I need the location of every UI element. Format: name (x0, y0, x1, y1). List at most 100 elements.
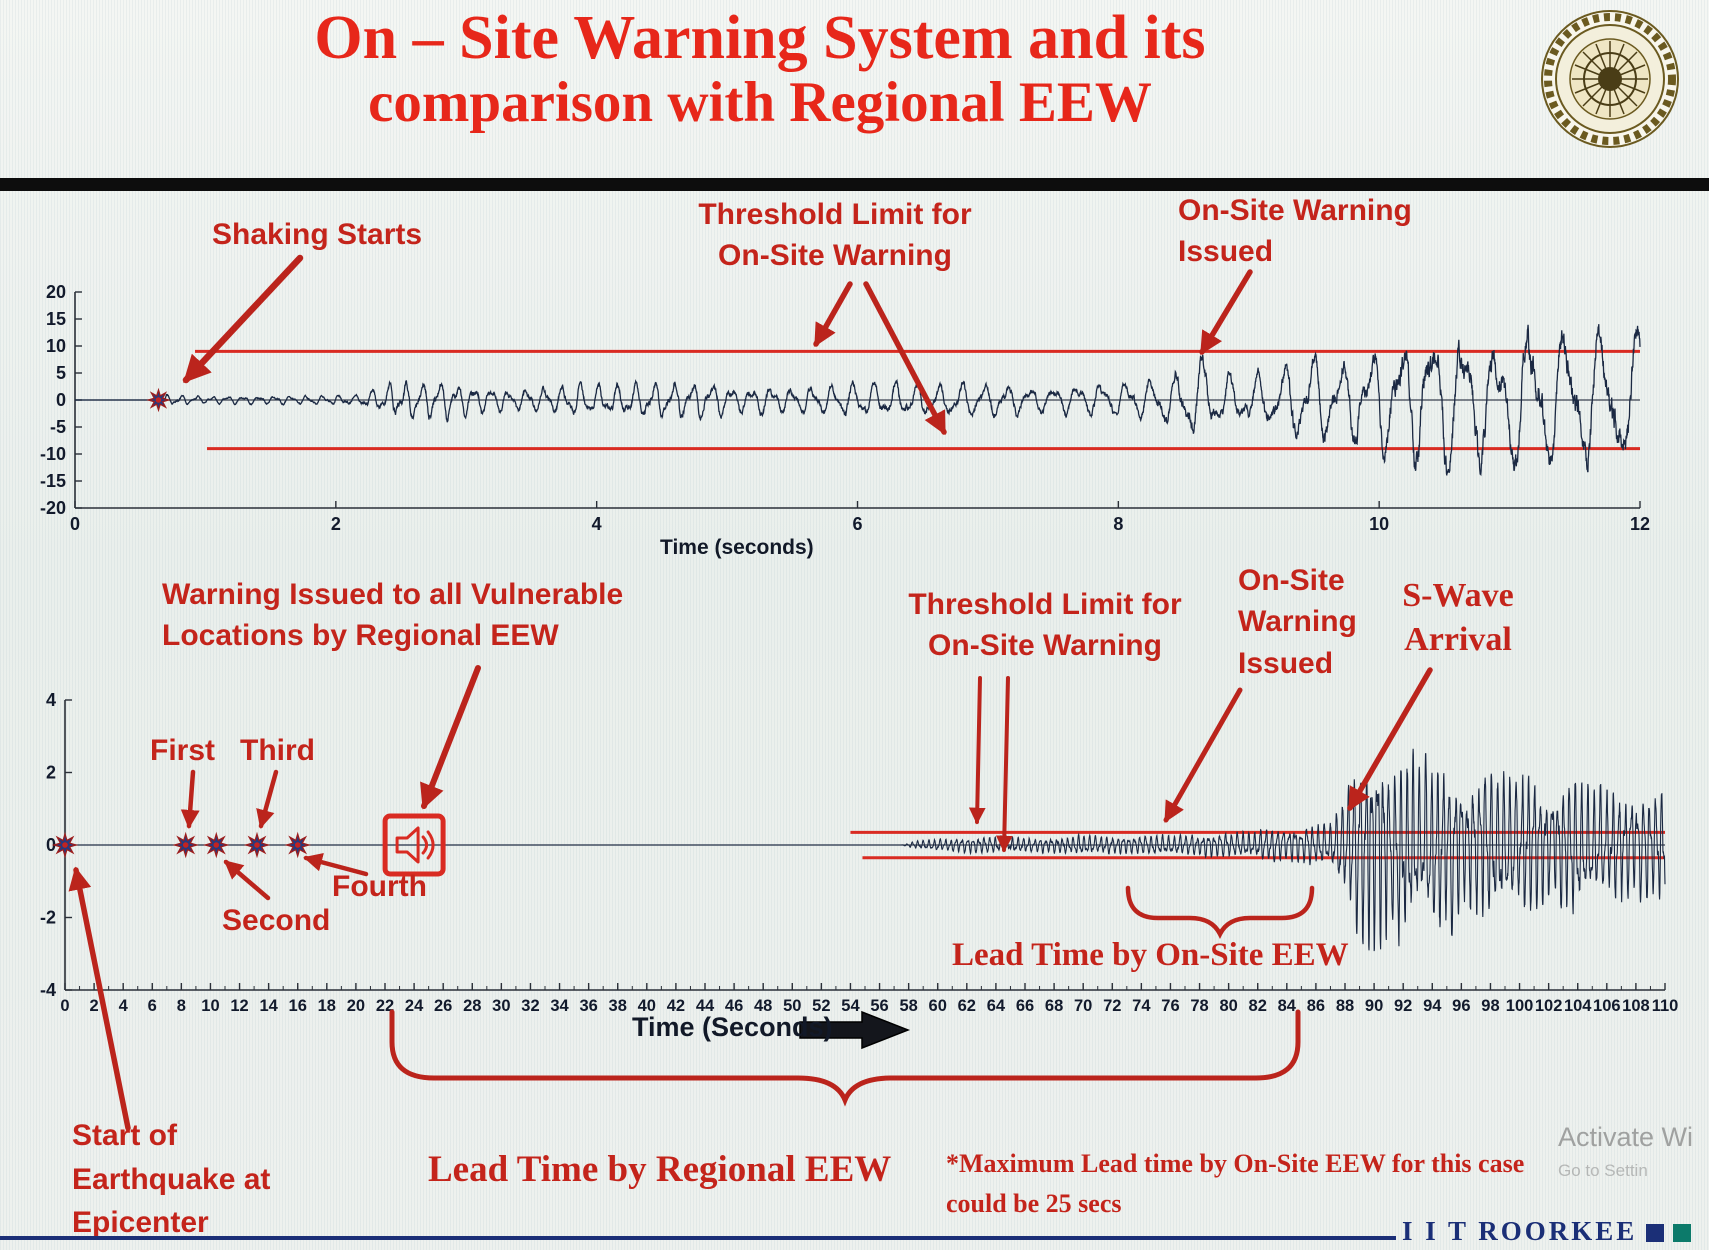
shaking-starts-label: Shaking Starts (212, 218, 423, 251)
earthquake-star-marker (172, 831, 199, 859)
svg-text:94: 94 (1423, 997, 1442, 1015)
svg-text:24: 24 (405, 997, 424, 1015)
threshold-lower-arrow-top (863, 281, 947, 436)
svg-text:70: 70 (1074, 997, 1092, 1015)
fourth-label: Fourth (332, 870, 427, 903)
footer-blue-rule (0, 1236, 1396, 1240)
earthquake-star-marker (284, 831, 311, 859)
svg-text:68: 68 (1045, 997, 1063, 1015)
svg-text:-10: -10 (40, 444, 66, 464)
swave-arrival-arrow (1347, 667, 1433, 811)
svg-text:-4: -4 (40, 980, 56, 1000)
onsite-warning-issued-label-top: On-Site Warning Issued (1178, 190, 1412, 273)
svg-text:78: 78 (1190, 997, 1208, 1015)
onsite-issued-top-line1: On-Site Warning (1178, 194, 1412, 227)
threshold-limit-label-top: Threshold Limit for On-Site Warning (690, 194, 980, 277)
svg-text:92: 92 (1394, 997, 1412, 1015)
regional-warning-line1: Warning Issued to all Vulnerable (162, 578, 624, 611)
svg-text:110: 110 (1652, 997, 1679, 1015)
svg-text:26: 26 (434, 997, 452, 1015)
svg-text:22: 22 (376, 997, 394, 1015)
svg-text:98: 98 (1481, 997, 1499, 1015)
svg-text:-2: -2 (40, 908, 56, 928)
svg-text:2: 2 (89, 997, 98, 1015)
epicenter-arrow (68, 866, 131, 1131)
threshold-upper-arrow-bottom (968, 676, 986, 825)
second-marker-arrow (223, 859, 271, 901)
epicenter-line1: Start of (72, 1119, 177, 1152)
svg-text:4: 4 (592, 514, 602, 534)
svg-text:8: 8 (177, 997, 186, 1015)
onsite-issued-bottom-line1: On-Site (1238, 564, 1345, 597)
svg-text:14: 14 (259, 997, 278, 1015)
svg-text:18: 18 (318, 997, 336, 1015)
svg-text:5: 5 (56, 363, 66, 383)
svg-text:2: 2 (331, 514, 341, 534)
first-label: First (150, 734, 216, 767)
regional-warning-line2: Locations by Regional EEW (162, 619, 559, 653)
lead-time-regional-brace (389, 1009, 1301, 1107)
svg-text:20: 20 (46, 282, 66, 302)
seismogram-trace (75, 324, 1641, 477)
svg-text:60: 60 (929, 997, 947, 1015)
onsite-accelerogram: 0 2 4 6 8 10 12 20 15 10 5 0 -5 -10 -15 -20 (40, 282, 1650, 534)
svg-text:30: 30 (492, 997, 510, 1015)
regional-warning-arrow (420, 665, 481, 810)
lead-time-onsite-brace (1125, 885, 1315, 940)
third-label: Third (240, 734, 315, 767)
threshold-upper-arrow-top (813, 281, 853, 348)
svg-text:80: 80 (1219, 997, 1237, 1015)
threshold-limit-top-line1: Threshold Limit for (698, 198, 972, 231)
svg-text:0: 0 (70, 514, 80, 534)
svg-text:4: 4 (46, 690, 56, 710)
brand-square-blue-icon (1646, 1223, 1665, 1242)
svg-text:34: 34 (550, 997, 569, 1015)
bottom-chart-xlabel: Time (Seconds) (632, 1012, 833, 1042)
svg-text:96: 96 (1452, 997, 1470, 1015)
header-divider (0, 178, 1709, 191)
third-marker-arrow (256, 769, 279, 829)
onsite-warning-issued-label-bottom: On-Site Warning Issued (1238, 560, 1357, 684)
svg-text:0: 0 (56, 390, 66, 410)
svg-text:10: 10 (46, 336, 66, 356)
svg-text:66: 66 (1016, 997, 1034, 1015)
threshold-lower-arrow-bottom (995, 676, 1013, 853)
svg-text:82: 82 (1249, 997, 1267, 1015)
svg-text:4: 4 (119, 997, 129, 1015)
earthquake-star-marker (51, 831, 79, 859)
svg-text:108: 108 (1622, 997, 1650, 1015)
title-line-2: comparison with Regional EEW (368, 71, 1152, 135)
svg-text:10: 10 (201, 997, 219, 1015)
svg-text:90: 90 (1365, 997, 1383, 1015)
watermark-line1: Activate Wi (1558, 1122, 1694, 1152)
lead-time-regional-label: Lead Time by Regional EEW (428, 1149, 892, 1190)
svg-text:88: 88 (1336, 997, 1354, 1015)
svg-text:58: 58 (899, 997, 917, 1015)
iit-roorkee-seal-icon (1539, 8, 1681, 150)
onsite-issued-bottom-line3: Issued (1238, 646, 1334, 680)
shaking-starts-arrow (182, 254, 304, 384)
svg-text:64: 64 (987, 997, 1006, 1015)
top-chart-xlabel: Time (seconds) (660, 536, 814, 559)
epicenter-line3: Epicenter (72, 1206, 209, 1239)
iit-roorkee-wordmark: I I T ROORKEE (1402, 1216, 1692, 1247)
svg-text:6: 6 (148, 997, 157, 1015)
svg-text:15: 15 (46, 309, 66, 329)
svg-text:54: 54 (841, 997, 860, 1015)
onsite-issued-top-line2: Issued (1178, 235, 1274, 269)
svg-text:102: 102 (1535, 997, 1563, 1015)
svg-text:100: 100 (1506, 997, 1534, 1015)
svg-text:32: 32 (521, 997, 539, 1015)
svg-text:38: 38 (609, 997, 627, 1015)
brand-text: I I T ROORKEE (1402, 1216, 1638, 1246)
svg-text:2: 2 (46, 763, 56, 783)
svg-text:72: 72 (1103, 997, 1121, 1015)
svg-text:10: 10 (1369, 514, 1389, 534)
svg-text:76: 76 (1161, 997, 1179, 1015)
svg-text:-5: -5 (50, 417, 66, 437)
svg-text:28: 28 (463, 997, 481, 1015)
watermark-line2: Go to Settin (1558, 1161, 1648, 1180)
swave-line2: Arrival (1404, 621, 1512, 659)
threshold-limit-bottom-line1: Threshold Limit for (908, 588, 1182, 621)
